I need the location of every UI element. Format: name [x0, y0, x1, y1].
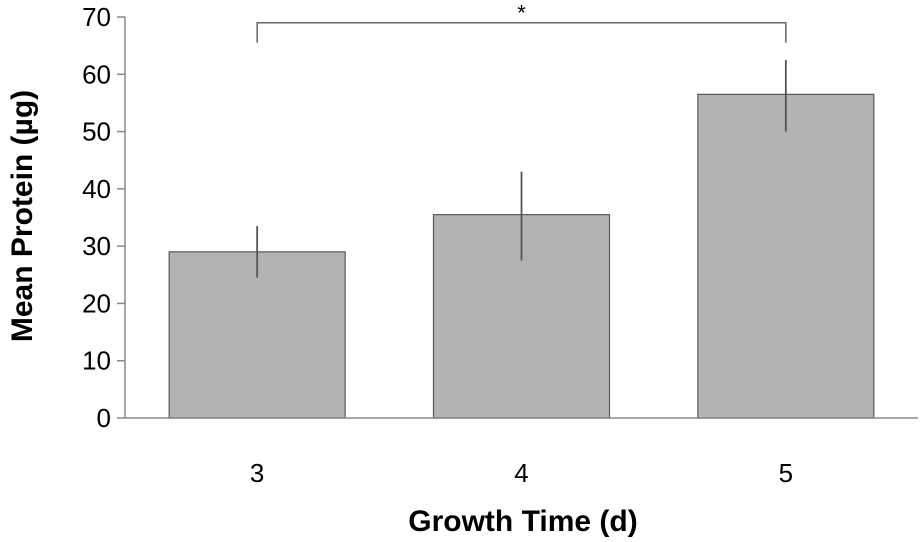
y-tick-label: 20: [82, 288, 111, 318]
x-tick-label: 3: [250, 458, 264, 488]
significance-star: *: [517, 1, 526, 26]
y-tick-label: 50: [82, 117, 111, 147]
x-ticks-layer: 3 4 5: [250, 458, 793, 488]
y-tick-label: 70: [82, 2, 111, 32]
y-tick-label: 60: [82, 59, 111, 89]
significance-annotation: *: [256, 1, 787, 43]
error-bars-layer: [256, 59, 787, 278]
y-axis-title: Mean Protein (µg): [6, 90, 39, 342]
y-tick-label: 10: [82, 346, 111, 376]
bar-3: [168, 251, 346, 419]
axes-layer: [124, 17, 918, 419]
x-axis-title: Growth Time (d): [408, 505, 637, 538]
y-tick-label: 0: [97, 403, 111, 433]
bar-5: [697, 93, 875, 419]
y-tick-label: 40: [82, 174, 111, 204]
x-tick-label: 5: [779, 458, 793, 488]
y-ticks-layer: 0 10 20 30 40 50 60 70: [82, 2, 125, 433]
y-tick-label: 30: [82, 231, 111, 261]
x-tick-label: 4: [514, 458, 528, 488]
significance-bracket: [256, 21, 787, 43]
